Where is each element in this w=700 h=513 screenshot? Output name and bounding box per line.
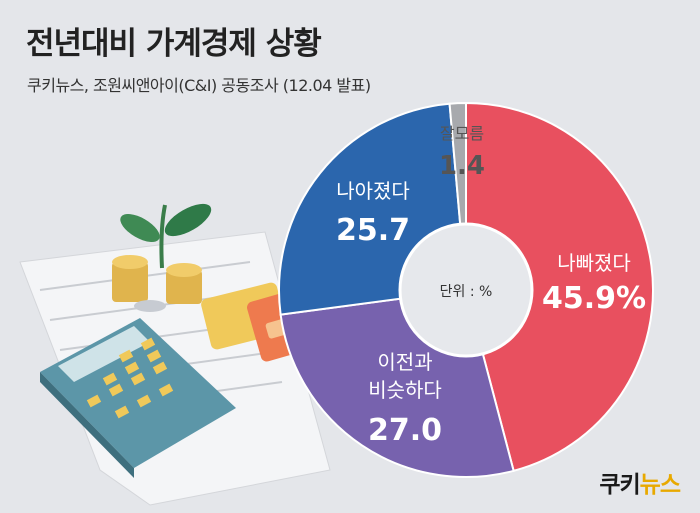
pie-slice-worse — [465, 101, 654, 473]
unit-label: 단위 : % — [440, 284, 493, 300]
slice-label-same-line1: 이전과 — [377, 350, 432, 374]
slice-value-unknown: 1.4 — [439, 151, 485, 181]
slice-value-same: 27.0 — [368, 413, 442, 448]
chart-subtitle: 쿠키뉴스, 조원씨앤아이(C&I) 공동조사 (12.04 발표) — [27, 76, 371, 95]
brand-logo: 쿠키뉴스 — [599, 472, 681, 498]
slice-value-better: 25.7 — [336, 213, 410, 248]
slice-label-unknown: 잘모름 — [440, 124, 484, 143]
pie-center-disc — [398, 222, 534, 358]
slice-label-same-line2: 비슷하다 — [368, 378, 442, 402]
slice-label-better: 나아졌다 — [336, 179, 410, 203]
slice-value-worse: 45.9% — [542, 281, 646, 316]
slice-label-worse: 나빠졌다 — [557, 251, 631, 275]
chart-title: 전년대비 가계경제 상황 — [26, 26, 322, 62]
